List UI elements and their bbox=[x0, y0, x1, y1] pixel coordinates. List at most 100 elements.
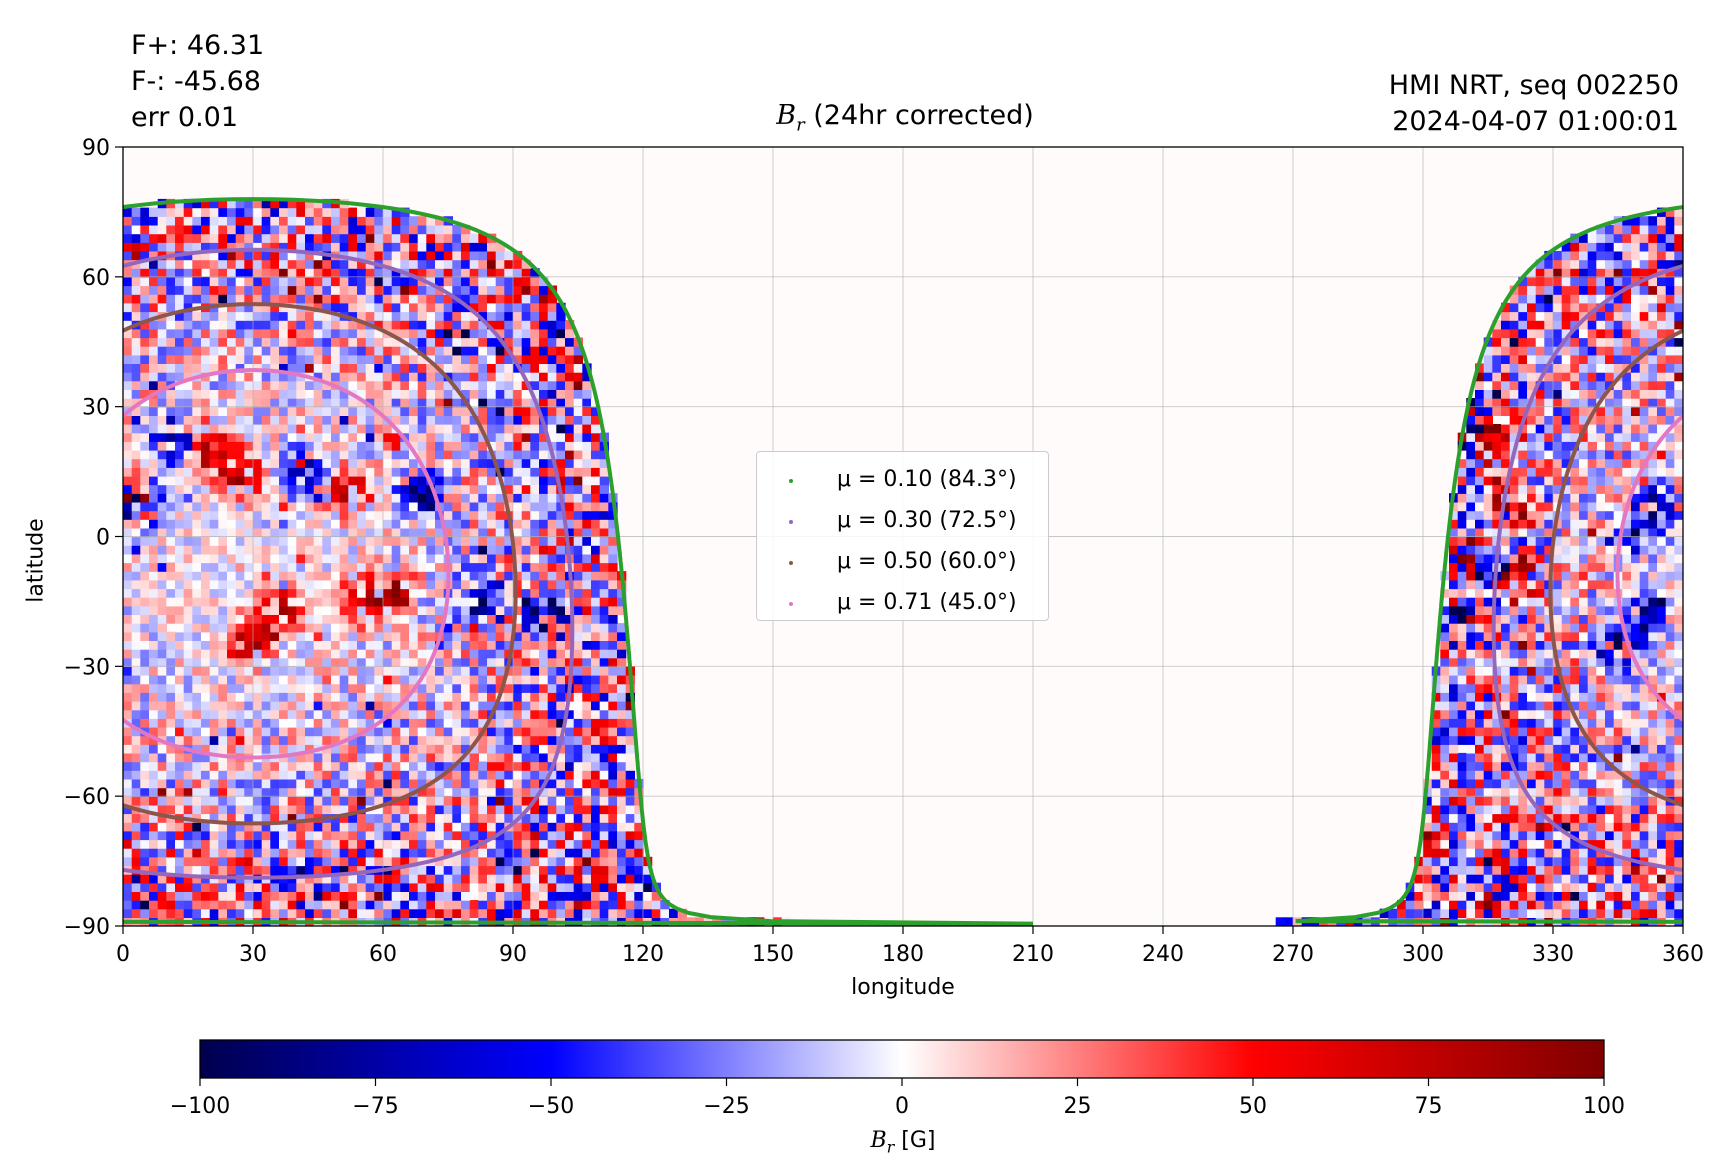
heatmap-cell bbox=[383, 813, 393, 823]
heatmap-cell bbox=[322, 701, 332, 711]
heatmap-cell bbox=[608, 865, 618, 875]
heatmap-cell bbox=[487, 623, 497, 633]
heatmap-cell bbox=[608, 752, 618, 763]
heatmap-cell bbox=[287, 441, 297, 451]
heatmap-cell bbox=[1501, 752, 1511, 763]
heatmap-cell bbox=[1596, 874, 1606, 884]
heatmap-cell bbox=[331, 493, 341, 503]
heatmap-cell bbox=[1631, 675, 1641, 685]
heatmap-cell bbox=[478, 623, 488, 633]
heatmap-cell bbox=[1596, 865, 1606, 875]
heatmap-cell bbox=[1544, 752, 1554, 763]
heatmap-cell bbox=[1561, 701, 1571, 711]
heatmap-cell bbox=[131, 475, 141, 486]
heatmap-cell bbox=[1527, 597, 1537, 607]
heatmap-cell bbox=[296, 657, 306, 667]
heatmap-cell bbox=[149, 614, 159, 624]
heatmap-cell bbox=[1553, 571, 1563, 581]
heatmap-cell bbox=[547, 458, 557, 468]
heatmap-cell bbox=[409, 527, 419, 538]
heatmap-cell bbox=[1657, 657, 1667, 667]
heatmap-cell bbox=[1587, 501, 1597, 512]
heatmap-cell bbox=[365, 839, 375, 849]
heatmap-cell bbox=[305, 657, 315, 667]
heatmap-cell bbox=[131, 735, 141, 745]
heatmap-cell bbox=[1527, 536, 1537, 546]
heatmap-cell bbox=[253, 458, 263, 468]
heatmap-cell bbox=[166, 891, 176, 901]
heatmap-cell bbox=[1509, 649, 1519, 659]
heatmap-cell bbox=[1648, 822, 1658, 832]
heatmap-cell bbox=[322, 882, 332, 892]
heatmap-cell bbox=[1631, 493, 1641, 503]
heatmap-cell bbox=[582, 744, 592, 754]
heatmap-cell bbox=[1648, 597, 1658, 607]
heatmap-cell bbox=[1657, 778, 1667, 789]
heatmap-cell bbox=[391, 588, 401, 598]
heatmap-cell bbox=[1466, 804, 1476, 815]
heatmap-cell bbox=[417, 744, 427, 754]
heatmap-cell bbox=[426, 752, 436, 763]
heatmap-cell bbox=[313, 778, 323, 789]
heatmap-cell bbox=[426, 804, 436, 815]
heatmap-cell bbox=[1440, 709, 1450, 719]
heatmap-cell bbox=[608, 605, 618, 615]
heatmap-cell bbox=[1509, 830, 1519, 841]
heatmap-cell bbox=[435, 882, 445, 892]
heatmap-cell bbox=[521, 666, 531, 676]
heatmap-cell bbox=[1518, 726, 1528, 737]
heatmap-cell bbox=[218, 908, 228, 918]
heatmap-cell bbox=[426, 900, 436, 910]
heatmap-cell bbox=[400, 510, 410, 520]
heatmap-cell bbox=[1492, 501, 1502, 512]
heatmap-cell bbox=[461, 579, 471, 590]
heatmap-cell bbox=[1613, 475, 1623, 486]
heatmap-cell bbox=[1657, 735, 1667, 745]
heatmap-cell bbox=[1561, 579, 1571, 590]
heatmap-cell bbox=[625, 865, 635, 875]
heatmap-cell bbox=[1466, 726, 1476, 737]
heatmap-cell bbox=[1665, 908, 1675, 918]
heatmap-cell bbox=[495, 744, 505, 754]
heatmap-cell bbox=[495, 908, 505, 918]
heatmap-cell bbox=[426, 614, 436, 624]
heatmap-cell bbox=[1440, 701, 1450, 711]
heatmap-cell bbox=[582, 666, 592, 676]
heatmap-cell bbox=[1587, 562, 1597, 572]
heatmap-cell bbox=[331, 432, 341, 442]
heatmap-cell bbox=[322, 787, 332, 797]
heatmap-cell bbox=[556, 475, 566, 486]
heatmap-cell bbox=[617, 778, 627, 789]
heatmap-cell bbox=[469, 571, 479, 581]
heatmap-cell bbox=[331, 770, 341, 780]
heatmap-cell bbox=[573, 501, 583, 512]
heatmap-cell bbox=[1440, 882, 1450, 892]
heatmap-cell bbox=[192, 614, 202, 624]
heatmap-cell bbox=[582, 623, 592, 633]
heatmap-cell bbox=[1535, 484, 1545, 494]
heatmap-cell bbox=[166, 701, 176, 711]
heatmap-cell bbox=[1518, 822, 1528, 832]
heatmap-cell bbox=[530, 787, 540, 797]
heatmap-cell bbox=[131, 752, 141, 763]
heatmap-cell bbox=[1622, 900, 1632, 910]
heatmap-cell bbox=[175, 649, 185, 659]
heatmap-cell bbox=[443, 666, 453, 676]
heatmap-cell bbox=[1535, 501, 1545, 512]
heatmap-cell bbox=[487, 484, 497, 494]
heatmap-cell bbox=[296, 882, 306, 892]
heatmap-cell bbox=[235, 588, 245, 598]
heatmap-cell bbox=[383, 666, 393, 676]
heatmap-cell bbox=[383, 874, 393, 884]
heatmap-cell bbox=[1639, 891, 1649, 901]
heatmap-cell bbox=[1466, 467, 1476, 477]
heatmap-cell bbox=[166, 605, 176, 615]
heatmap-cell bbox=[1483, 726, 1493, 737]
heatmap-cell bbox=[1475, 623, 1485, 633]
heatmap-cell bbox=[166, 856, 176, 867]
heatmap-cell bbox=[131, 874, 141, 884]
heatmap-cell bbox=[617, 735, 627, 745]
heatmap-cell bbox=[487, 701, 497, 711]
heatmap-cell bbox=[244, 848, 254, 858]
heatmap-cell bbox=[1605, 501, 1615, 512]
